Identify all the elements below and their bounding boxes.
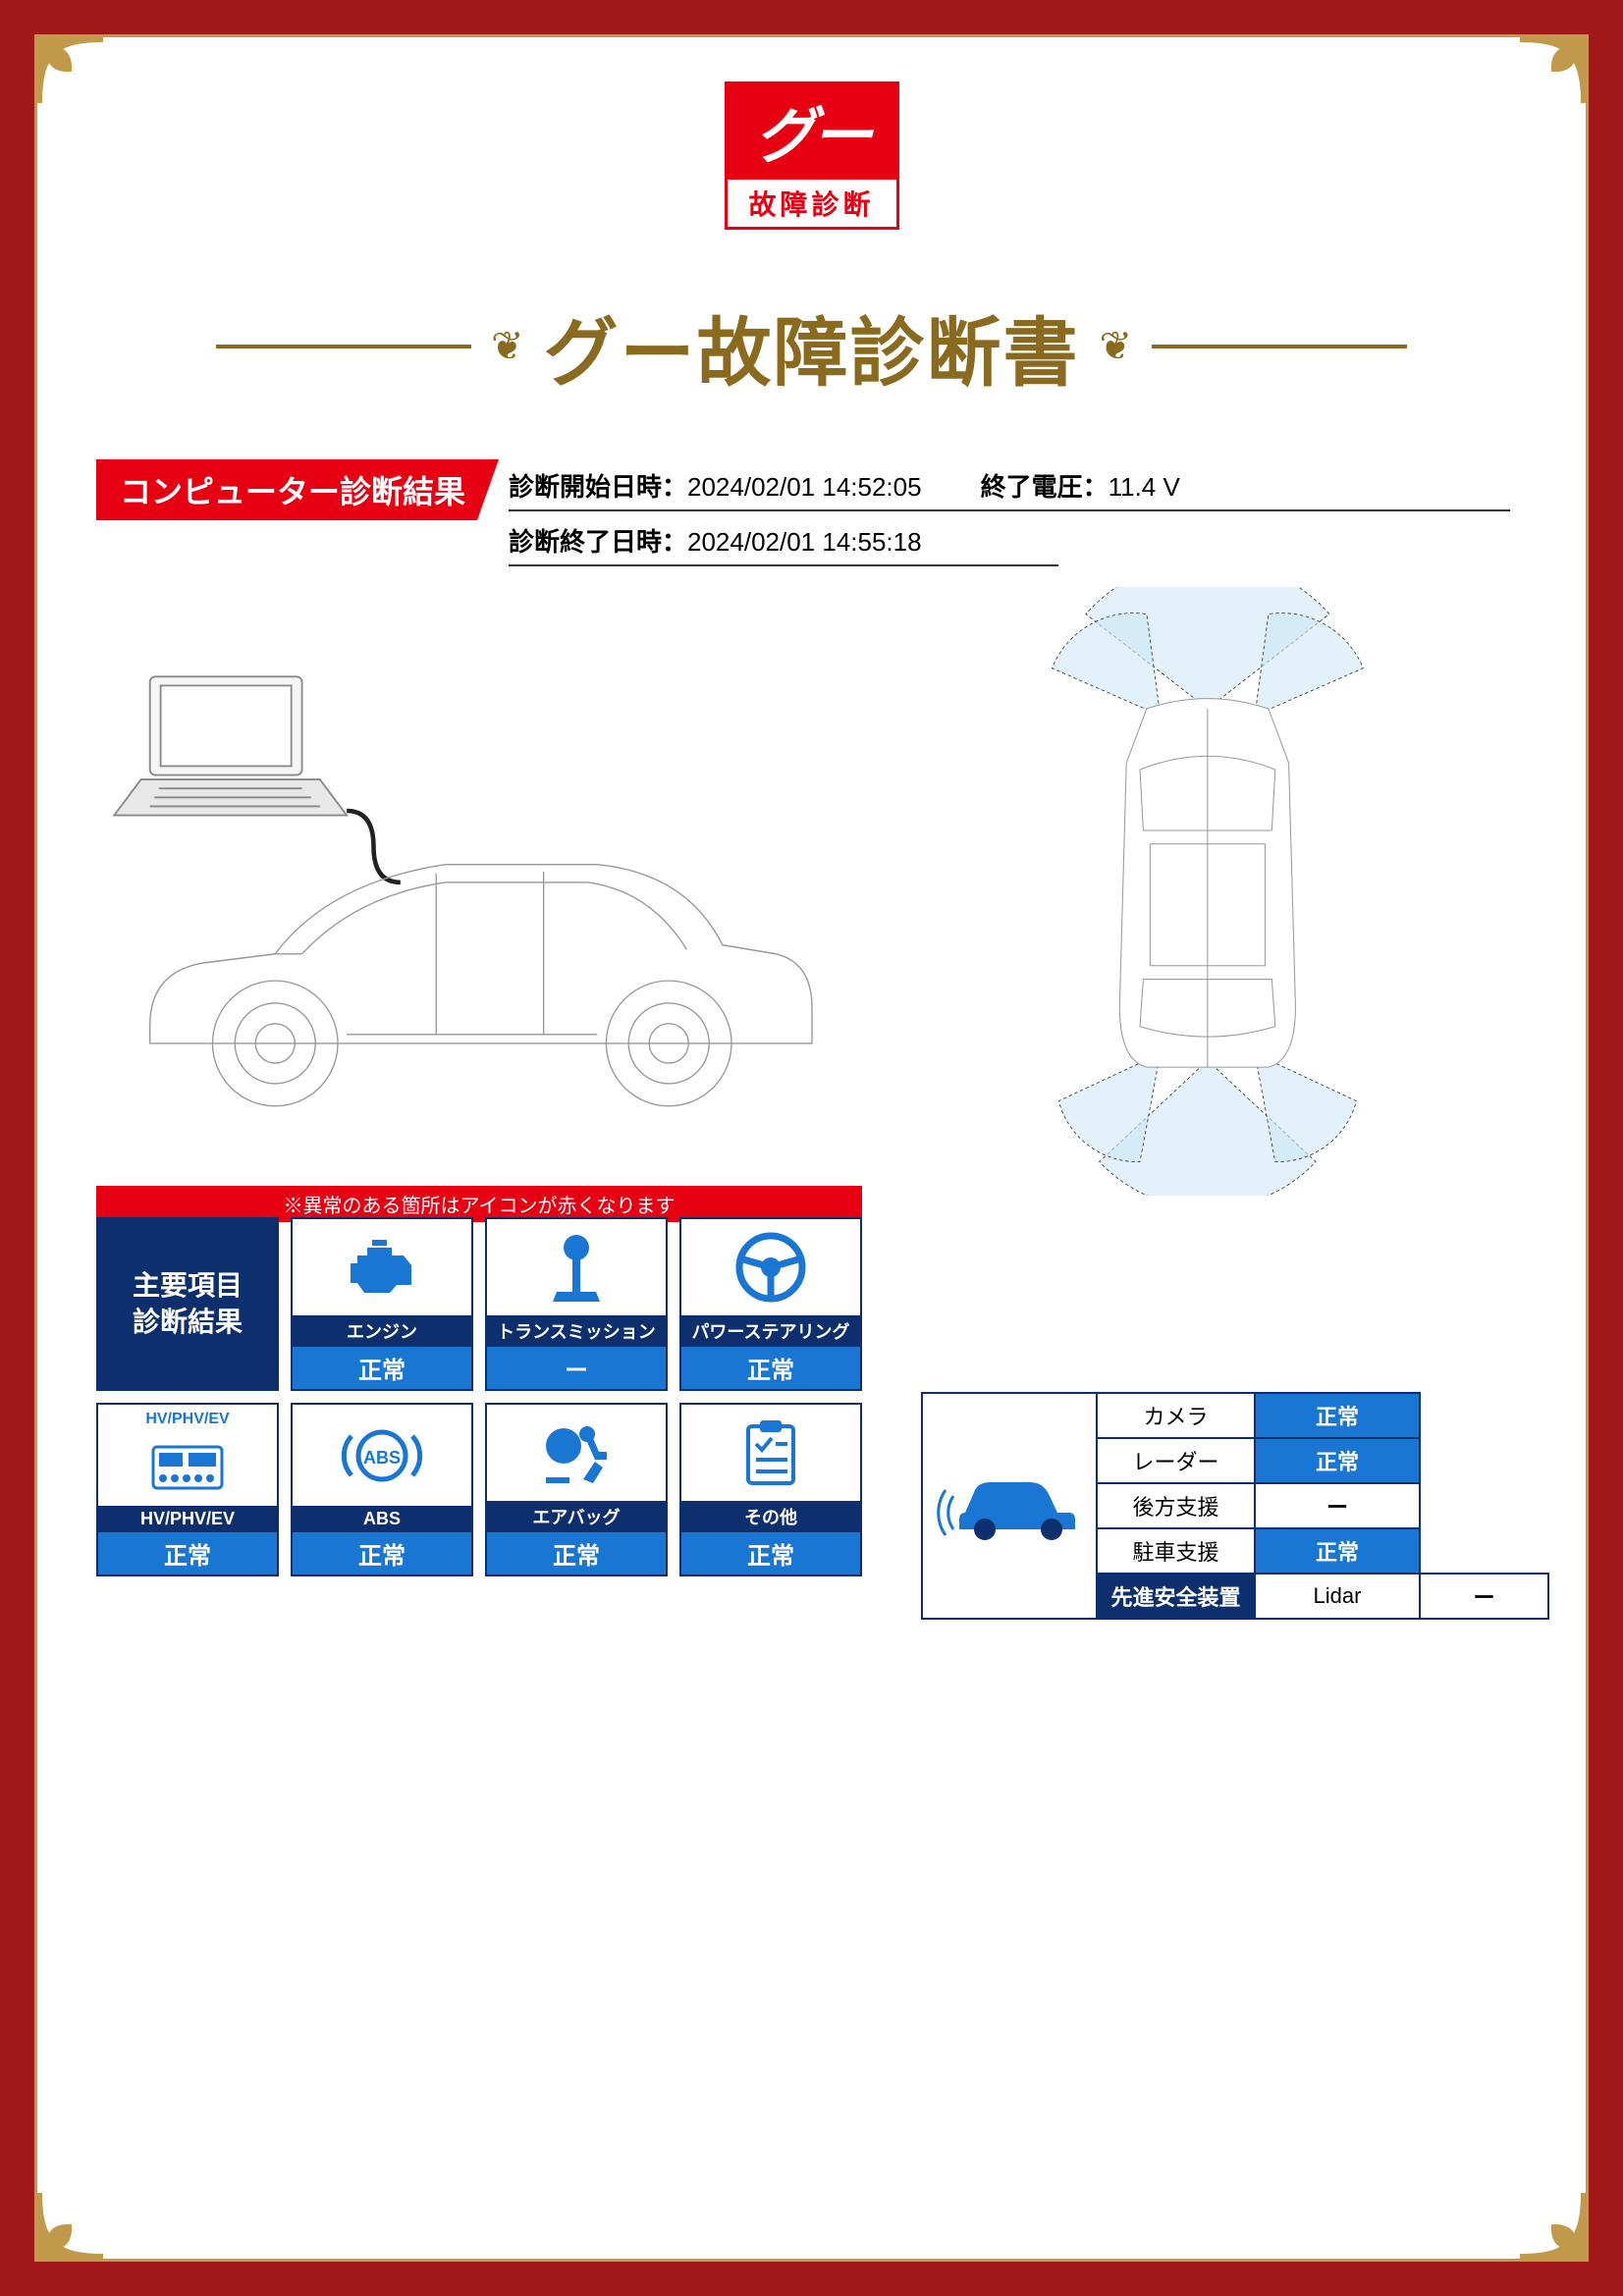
card-engine: エンジン 正常 <box>291 1217 473 1391</box>
safety-row-status: 正常 <box>1255 1528 1420 1574</box>
voltage-label: 終了電圧： <box>981 472 1109 502</box>
corner-ornament <box>1520 2193 1589 2262</box>
voltage-value: 11.4 V <box>1109 472 1180 502</box>
card-label: その他 <box>681 1501 860 1532</box>
end-value: 2024/02/01 14:55:18 <box>687 527 922 557</box>
corner-ornament <box>34 2193 103 2262</box>
card-status: 正常 <box>98 1532 277 1575</box>
card-steering: パワーステアリング 正常 <box>679 1217 862 1391</box>
card-status: ー <box>487 1347 666 1389</box>
certificate-frame: グー 故障診断 ❦ グー故障診断書 ❦ コンピューター診断結果 診断開始日時：2… <box>0 0 1623 2296</box>
card-label: トランスミッション <box>487 1315 666 1347</box>
hvev-pretext: HV/PHV/EV <box>98 1405 277 1428</box>
diagnostic-grid: 主要項目 診断結果 エンジン 正常 トランスミッション ー パワーステアリング … <box>96 1217 862 1576</box>
safety-row-label: レーダー <box>1097 1438 1255 1483</box>
transmission-icon <box>487 1219 666 1315</box>
logo-sub: 故障診断 <box>724 180 898 230</box>
engine-icon <box>293 1219 471 1315</box>
car-top-diagram <box>889 587 1527 1196</box>
diagram-area <box>96 587 1527 1196</box>
safety-car-icon <box>922 1393 1097 1619</box>
card-transmission: トランスミッション ー <box>485 1217 668 1391</box>
card-status: 正常 <box>293 1532 471 1575</box>
abs-icon: ABS <box>293 1405 471 1506</box>
document-title-row: ❦ グー故障診断書 ❦ <box>37 293 1586 400</box>
page-content: グー 故障診断 ❦ グー故障診断書 ❦ コンピューター診断結果 診断開始日時：2… <box>34 34 1589 2262</box>
card-hvev: HV/PHV/EV HV/PHV/EV 正常 <box>96 1403 279 1576</box>
document-title: グー故障診断書 <box>544 293 1080 400</box>
safety-row-label: カメラ <box>1097 1393 1255 1438</box>
meta-row-2: 診断終了日時：2024/02/01 14:55:18 <box>509 514 1058 566</box>
card-status: 正常 <box>681 1347 860 1389</box>
card-label: ABS <box>293 1506 471 1532</box>
start-label: 診断開始日時： <box>509 472 687 502</box>
card-status: 正常 <box>681 1532 860 1575</box>
logo-main: グー <box>724 81 898 180</box>
card-label: パワーステアリング <box>681 1315 860 1347</box>
steering-icon <box>681 1219 860 1315</box>
hvev-icon <box>98 1428 277 1506</box>
card-airbag: エアバッグ 正常 <box>485 1403 668 1576</box>
svg-text:ABS: ABS <box>363 1448 401 1468</box>
safety-header: 先進安全装置 <box>1097 1574 1255 1619</box>
card-other: その他 正常 <box>679 1403 862 1576</box>
safety-row-label: 駐車支援 <box>1097 1528 1255 1574</box>
safety-row-status: ー <box>1255 1483 1420 1528</box>
safety-row-label: 後方支援 <box>1097 1483 1255 1528</box>
start-value: 2024/02/01 14:52:05 <box>687 472 922 502</box>
clipboard-icon <box>681 1405 860 1501</box>
card-abs: ABS ABS 正常 <box>291 1403 473 1576</box>
end-label: 診断終了日時： <box>509 527 687 557</box>
card-label: HV/PHV/EV <box>98 1506 277 1532</box>
safety-row-status: ー <box>1420 1574 1548 1619</box>
card-status: 正常 <box>293 1347 471 1389</box>
airbag-icon <box>487 1405 666 1501</box>
brand-logo: グー 故障診断 <box>724 81 898 230</box>
safety-row-status: 正常 <box>1255 1438 1420 1483</box>
safety-table: カメラ 正常 レーダー正常 後方支援ー 駐車支援正常 先進安全装置Lidarー <box>921 1392 1549 1620</box>
card-label: エンジン <box>293 1315 471 1347</box>
safety-row-status: 正常 <box>1255 1393 1420 1438</box>
safety-row-label: Lidar <box>1255 1574 1420 1619</box>
corner-ornament <box>34 34 103 103</box>
car-side-diagram <box>96 587 830 1196</box>
corner-ornament <box>1520 34 1589 103</box>
flourish-icon: ❦ <box>491 324 524 369</box>
card-status: 正常 <box>487 1532 666 1575</box>
grid-header-card: 主要項目 診断結果 <box>96 1217 279 1391</box>
meta-row-1: 診断開始日時：2024/02/01 14:52:05 終了電圧：11.4 V <box>509 459 1510 511</box>
section-banner: コンピューター診断結果 <box>96 459 499 520</box>
card-label: エアバッグ <box>487 1501 666 1532</box>
flourish-icon: ❦ <box>1100 324 1133 369</box>
